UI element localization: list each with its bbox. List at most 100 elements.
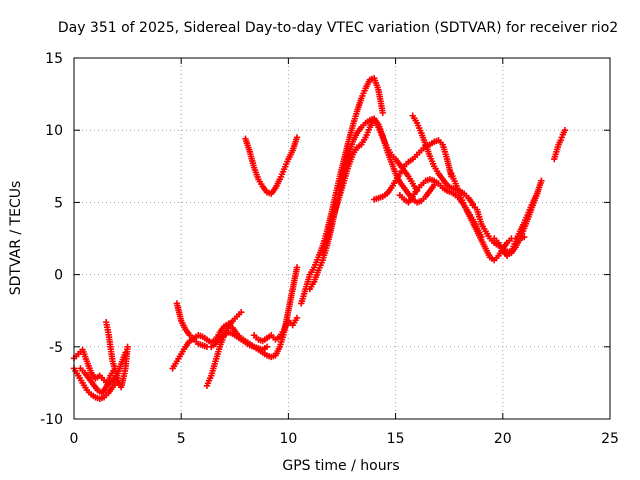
data-point-fill <box>556 139 563 146</box>
data-point-fill <box>415 149 423 156</box>
data-point-fill <box>305 273 313 281</box>
data-point-fill <box>360 136 368 144</box>
data-point-fill <box>528 201 535 209</box>
data-point-fill <box>293 136 300 143</box>
y-tick-label: 15 <box>45 51 63 67</box>
data-point-fill <box>386 186 394 194</box>
data-point-fill <box>119 377 126 384</box>
x-tick-label: 20 <box>494 431 512 447</box>
x-tick-labels: 0 5 10 15 20 25 <box>70 431 619 447</box>
data-point-fill <box>201 334 208 342</box>
data-point-fill <box>293 266 300 273</box>
data-point-fill <box>554 143 562 151</box>
data-point-fill <box>206 375 214 382</box>
data-point-fill <box>519 221 527 228</box>
data-point-fill <box>455 189 463 197</box>
data-point-fill <box>102 391 110 399</box>
data-point-fill <box>443 153 450 160</box>
data-point-fill <box>197 341 204 348</box>
data-point-fill <box>398 194 406 201</box>
data-point-fill <box>364 118 371 125</box>
data-point-fill <box>437 182 444 189</box>
y-tick-label: 0 <box>54 268 63 284</box>
data-point-fill <box>185 330 192 337</box>
data-point-fill <box>224 325 231 332</box>
data-point-fill <box>262 187 269 194</box>
data-point-fill <box>323 237 330 245</box>
data-point-fill <box>220 334 227 341</box>
data-point-fill <box>314 269 321 276</box>
y-tick-label: -10 <box>40 412 63 428</box>
data-point-fill <box>235 334 243 342</box>
data-point-fill <box>464 208 471 215</box>
data-point-fill <box>117 363 124 370</box>
series-arc-1e <box>96 349 129 388</box>
data-point-fill <box>331 208 339 216</box>
data-point-fill <box>104 326 111 334</box>
data-point-fill <box>493 237 500 244</box>
data-point-fill <box>111 381 118 389</box>
data-point-fill <box>412 188 419 196</box>
data-point-fill <box>421 139 428 146</box>
data-point-fill <box>121 351 128 359</box>
data-point-fill <box>193 338 200 345</box>
data-point-fill <box>87 367 94 374</box>
data-point-fill <box>215 346 223 353</box>
data-point-fill <box>318 259 325 266</box>
series-arc-2d <box>250 314 301 345</box>
data-point-fill <box>379 107 386 114</box>
data-point-fill <box>344 155 352 162</box>
series-arc-1a <box>70 365 121 402</box>
data-point-fill <box>395 159 402 167</box>
data-point-fill <box>433 137 440 145</box>
data-point-fill <box>395 172 402 180</box>
data-point-fill <box>245 146 253 153</box>
series-arc-6 <box>551 127 569 163</box>
data-point-fill <box>231 332 238 339</box>
data-point-fill <box>250 162 257 169</box>
data-point-fill <box>415 198 423 205</box>
data-point-fill <box>352 146 359 154</box>
data-point-fill <box>365 78 372 86</box>
data-point-fill <box>106 374 113 382</box>
data-point-fill <box>84 373 91 380</box>
data-point-fill <box>472 225 480 233</box>
data-point-fill <box>314 256 321 263</box>
data-point-fill <box>428 176 436 184</box>
data-point-fill <box>107 385 115 393</box>
x-tick-label: 25 <box>601 431 619 447</box>
data-point-fill <box>411 153 419 161</box>
data-point-fill <box>412 117 419 124</box>
data-point-fill <box>284 158 291 165</box>
chart-title: Day 351 of 2025, Sidereal Day-to-day VTE… <box>58 20 618 36</box>
data-point-fill <box>390 179 398 187</box>
data-point-fill <box>468 198 475 206</box>
data-point-fill <box>425 189 432 196</box>
data-point-fill <box>261 350 269 358</box>
y-tick-label: 10 <box>45 123 63 139</box>
data-point-fill <box>309 281 316 288</box>
series-arc-5c <box>409 112 476 208</box>
series-arc-5f <box>491 190 541 260</box>
x-tick-label: 15 <box>387 431 405 447</box>
series-arc-1d <box>102 319 131 391</box>
data-point-fill <box>107 379 114 387</box>
grid-lines <box>74 58 610 419</box>
data-point-fill <box>415 184 423 191</box>
data-point-fill <box>228 319 235 326</box>
data-point-fill <box>356 126 364 133</box>
data-point-fill <box>441 186 449 193</box>
data-point-fill <box>429 183 436 191</box>
data-point-fill <box>442 179 449 187</box>
data-point-fill <box>361 87 368 95</box>
data-point-fill <box>365 126 372 134</box>
data-point-fill <box>552 151 559 158</box>
data-point-fill <box>532 192 540 200</box>
data-point-fill <box>403 160 410 168</box>
data-point-fill <box>408 178 415 185</box>
data-point-fill <box>352 132 360 139</box>
data-point-fill <box>348 124 356 132</box>
data-point-fill <box>378 130 386 137</box>
data-point-fill <box>90 392 97 400</box>
